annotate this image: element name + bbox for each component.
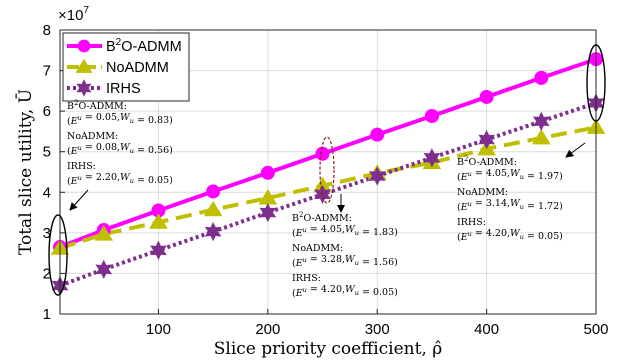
annotation-line: (Eu = 4.20,Wu = 0.05): [292, 284, 398, 299]
annotation-line: (Eu = 3.28,Wu = 1.56): [292, 254, 398, 269]
highlight-ellipse-left: [48, 214, 68, 296]
x-tick-label: 500: [583, 321, 608, 338]
y-tick-label: 5: [43, 144, 51, 161]
data-point-0-6: [370, 127, 385, 142]
annotation-line: IRHS:: [292, 273, 321, 284]
annotation-line: (Eu = 3.14,Wu = 1.72): [457, 198, 563, 213]
annotation-line: (Eu = 2.20,Wu = 0.05): [67, 172, 173, 187]
annotation-line: (Eu = 4.05,Wu = 1.83): [292, 224, 398, 239]
annotation-arrow-left: [69, 189, 89, 211]
x-tick-label: 200: [255, 321, 280, 338]
legend-marker-0: [77, 39, 91, 53]
annotation-line: B2O-ADMM:: [67, 99, 127, 112]
data-point-0-5: [315, 146, 330, 161]
data-point-1-1: [94, 225, 114, 241]
legend-label-2: IRHS: [106, 81, 141, 97]
y-tick-label: 4: [43, 184, 51, 201]
highlight-ellipse-middle: [319, 136, 335, 204]
data-point-1-2: [149, 213, 168, 229]
annotation-line: IRHS:: [457, 217, 486, 228]
data-point-0-9: [534, 70, 549, 85]
annotation-line: B2O-ADMM:: [292, 211, 352, 224]
x-tick-label: 400: [474, 321, 499, 338]
data-point-2-1: [95, 259, 113, 280]
data-point-0-3: [206, 184, 221, 199]
annotation-right: B2O-ADMM:(Eu = 4.05,Wu = 1.97)NoADMM:(Eu…: [457, 155, 563, 243]
annotation-middle: B2O-ADMM:(Eu = 4.05,Wu = 1.83)NoADMM:(Eu…: [292, 211, 398, 299]
annotation-line: NoADMM:: [457, 187, 508, 198]
legend-label-1: NoADMM: [106, 60, 169, 76]
annotation-left: B2O-ADMM:(Eu = 0.05,Wu = 0.83)NoADMM:(Eu…: [67, 99, 173, 187]
legend-label-0: B2O-ADMM: [106, 37, 182, 55]
data-point-1-9: [532, 128, 551, 145]
legend-marker-2: [76, 79, 92, 97]
data-point-2-9: [532, 111, 550, 131]
annotation-line: IRHS:: [67, 161, 96, 172]
data-point-2-4: [259, 202, 277, 223]
y-tick-label: 1: [43, 306, 51, 323]
data-point-0-4: [260, 165, 275, 180]
data-point-2-3: [204, 222, 222, 242]
highlight-ellipse-right: [586, 44, 606, 122]
annotation-line: NoADMM:: [292, 243, 343, 254]
data-point-2-6: [368, 166, 386, 186]
data-point-1-3: [203, 200, 223, 217]
x-tick-label: 300: [365, 321, 390, 338]
y-axis-label: Total slice utility, Ū: [15, 89, 36, 255]
data-point-0-8: [479, 89, 494, 104]
annotation-line: (Eu = 4.20,Wu = 0.05): [457, 228, 563, 243]
x-tick-label: 100: [146, 321, 171, 338]
x-axis-label: Slice priority coefficient, ρ̂: [214, 339, 443, 359]
annotation-arrow-right: [565, 142, 586, 158]
axes-box: [59, 29, 597, 315]
y-tick-label: 2: [43, 265, 51, 282]
y-tick-label: 6: [43, 103, 51, 120]
y-tick-label: 8: [43, 22, 51, 39]
y-tick-label: 3: [43, 225, 51, 242]
annotation-line: (Eu = 0.08,Wu = 0.56): [67, 142, 173, 157]
y-axis-multiplier: ×107: [58, 5, 89, 24]
legend-marker-1: [75, 58, 93, 73]
y-axis-exponent: 7: [83, 5, 89, 16]
annotation-line: (Eu = 0.05,Wu = 0.83): [67, 112, 173, 127]
data-point-2-8: [478, 129, 495, 150]
data-point-0-7: [424, 109, 439, 124]
legend: B2O-ADMM NoADMM IRHS: [62, 32, 190, 102]
data-point-2-7: [423, 148, 441, 168]
y-tick-label: 7: [43, 63, 51, 80]
annotation-line: B2O-ADMM:: [457, 155, 517, 168]
annotation-line: (Eu = 4.05,Wu = 1.97): [457, 168, 563, 183]
annotation-line: NoADMM:: [67, 131, 118, 142]
data-point-2-2: [150, 240, 167, 260]
